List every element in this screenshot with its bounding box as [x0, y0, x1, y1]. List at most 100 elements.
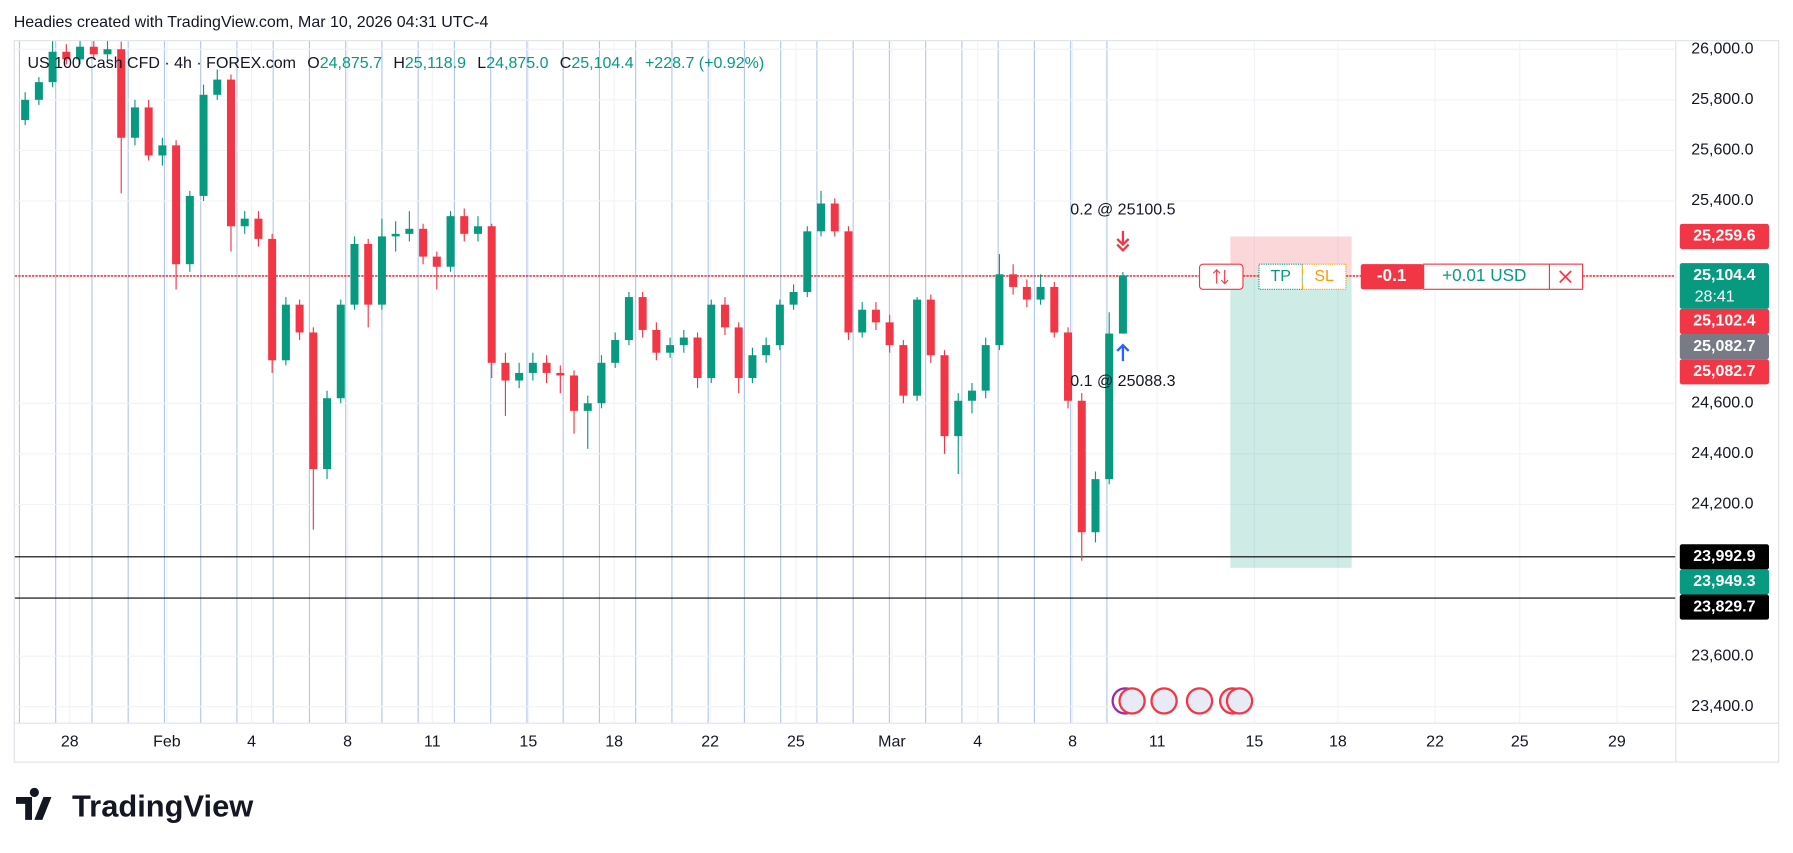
price-badge — [1679, 359, 1769, 385]
candle-body — [720, 304, 729, 328]
candle-body — [995, 274, 1004, 346]
candle-body — [666, 345, 675, 353]
candle-body — [1050, 286, 1059, 333]
x-tick-label: 8 — [1068, 733, 1077, 750]
candle-body — [693, 337, 702, 378]
candle-body — [1064, 332, 1073, 401]
price-badge-label: 25,104.4 — [1693, 267, 1755, 284]
x-tick-label: 25 — [787, 733, 805, 750]
candle-body — [789, 292, 798, 305]
x-tick-label: 29 — [1608, 733, 1626, 750]
candle-body — [1077, 400, 1086, 533]
candle-body — [1036, 286, 1045, 300]
candle-body — [1118, 275, 1127, 334]
candle-body — [967, 390, 976, 401]
close-icon[interactable] — [1559, 270, 1572, 284]
candle-body — [21, 99, 30, 121]
candle-body — [844, 231, 853, 333]
chart-frame — [13, 40, 1780, 763]
candle-body — [515, 372, 524, 381]
candle-body — [940, 355, 949, 437]
logo-mark — [16, 787, 52, 820]
price-badge — [1679, 223, 1769, 250]
candle-body — [199, 94, 208, 196]
price-badge-label: 23,949.3 — [1693, 573, 1755, 590]
reverse-button[interactable] — [1198, 263, 1244, 290]
event-icon[interactable] — [1118, 687, 1146, 715]
candle-body — [528, 362, 537, 373]
x-tick-label: 18 — [1329, 733, 1347, 750]
x-tick-label: 4 — [973, 733, 982, 750]
candle-body — [611, 340, 620, 363]
x-tick-label: 11 — [424, 733, 441, 750]
x-tick-label: 22 — [701, 733, 719, 750]
y-tick-label: 25,600.0 — [1691, 142, 1753, 159]
candle-body — [281, 304, 290, 361]
y-tick-label: 24,400.0 — [1691, 445, 1753, 462]
candle-body — [377, 236, 386, 305]
candle-body — [460, 216, 469, 234]
background-layer — [14, 41, 1676, 723]
price-badge-label: 25,082.7 — [1693, 363, 1755, 380]
countdown: 28:41 — [1695, 289, 1735, 306]
x-tick-label: 22 — [1426, 733, 1444, 750]
event-icon[interactable] — [1185, 687, 1214, 715]
candle-body — [48, 51, 57, 83]
candle-body — [487, 226, 496, 363]
x-tick-label: 25 — [1511, 733, 1529, 750]
x-tick-label: 15 — [1245, 733, 1263, 750]
plot-layer: 26,000.0 25,800.0 25,600.0 25,400.0 24,600.0… — [14, 40, 1769, 750]
event-icon[interactable] — [1150, 687, 1178, 715]
event-icons[interactable] — [1111, 687, 1254, 715]
candle-body — [501, 362, 510, 381]
candle-body — [350, 243, 359, 305]
tp-label[interactable]: TP — [1270, 268, 1290, 285]
candle-body — [542, 362, 551, 373]
candle-body — [597, 362, 606, 404]
candle-body — [158, 145, 167, 156]
pnl: +0.01 USD — [1442, 265, 1526, 285]
trade-label: 0.1 @ 25088.3 — [1070, 373, 1175, 390]
x-tick-label: 18 — [605, 733, 623, 750]
x-tick-label: 28 — [61, 733, 79, 750]
candle-body — [858, 309, 867, 333]
candle-body — [185, 195, 194, 265]
logo: TradingView — [16, 787, 254, 824]
target-zone — [1230, 276, 1352, 568]
tp-button[interactable] — [1258, 263, 1304, 290]
candle-body — [213, 79, 222, 95]
quantity: -0.1 — [1377, 265, 1407, 285]
price-badge-label: 23,992.9 — [1693, 548, 1755, 565]
candle-body — [268, 238, 277, 361]
price-badge — [1679, 594, 1769, 620]
change: +228.7 (+0.92%) — [645, 55, 764, 72]
y-tick-label: 26,000.0 — [1691, 40, 1753, 57]
candle-body — [652, 329, 661, 353]
candle-body — [336, 304, 345, 399]
candle-body — [926, 299, 935, 356]
candle-body — [1105, 333, 1114, 480]
price-badge-label: 23,829.7 — [1693, 598, 1755, 615]
candle-body — [254, 218, 263, 239]
y-tick-label: 23,400.0 — [1691, 698, 1753, 715]
candle-body — [1022, 286, 1031, 300]
sl-label[interactable]: SL — [1314, 268, 1334, 285]
candle-body — [803, 231, 812, 293]
candle-body — [817, 203, 826, 232]
quantity-box[interactable] — [1360, 264, 1424, 290]
sl-button[interactable] — [1301, 263, 1347, 290]
candle-body — [899, 345, 908, 396]
price-badge — [1679, 263, 1769, 309]
event-icon[interactable] — [1225, 687, 1254, 715]
x-tick-label: 11 — [1149, 733, 1166, 750]
x-tick-label: Feb — [153, 733, 181, 750]
ohlc-value: 25,118.9 — [405, 55, 466, 72]
candle-body — [775, 304, 784, 346]
candle-body — [570, 375, 579, 411]
trade-label: 0.2 @ 25100.5 — [1070, 202, 1175, 219]
candle-body — [405, 228, 414, 234]
position-toolbar[interactable]: TP SL -0.1 +0.01 USD — [1198, 263, 1584, 290]
logo-text: TradingView — [72, 789, 254, 824]
